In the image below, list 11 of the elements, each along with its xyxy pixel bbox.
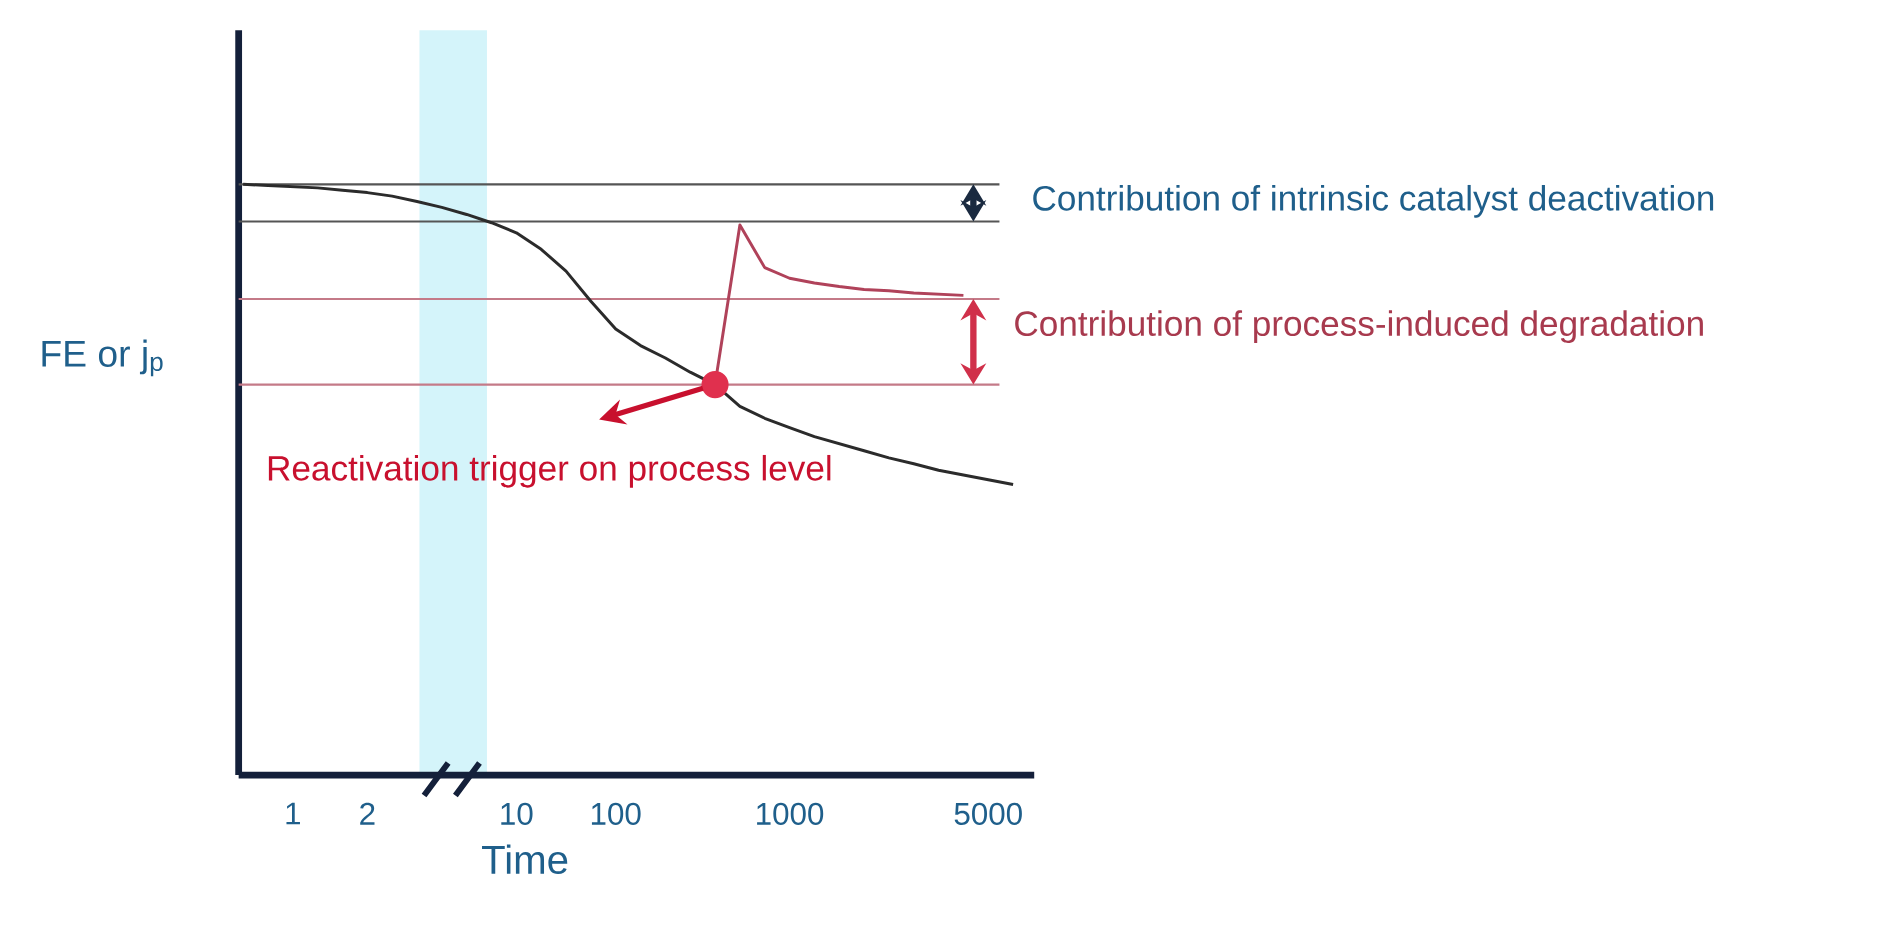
- x-axis-title: Time: [482, 844, 568, 874]
- text: Contribution of process-induced degradation: [1015, 310, 1703, 343]
- x-tick-label: 1000: [757, 802, 824, 825]
- y-axis-title: FE or j$_{p}$: [42, 339, 163, 377]
- x-tick-label: 2: [360, 802, 375, 825]
- x-tick-label: 1: [286, 802, 300, 825]
- text: Contribution of intrinsic catalyst deactivation: [1033, 184, 1714, 218]
- annotation: Reactivation trigger on process level: [268, 454, 831, 488]
- x-tick-label: 10: [501, 802, 533, 825]
- x-tick-label: 100: [591, 802, 641, 825]
- x-tick-label: 5000: [954, 802, 1022, 825]
